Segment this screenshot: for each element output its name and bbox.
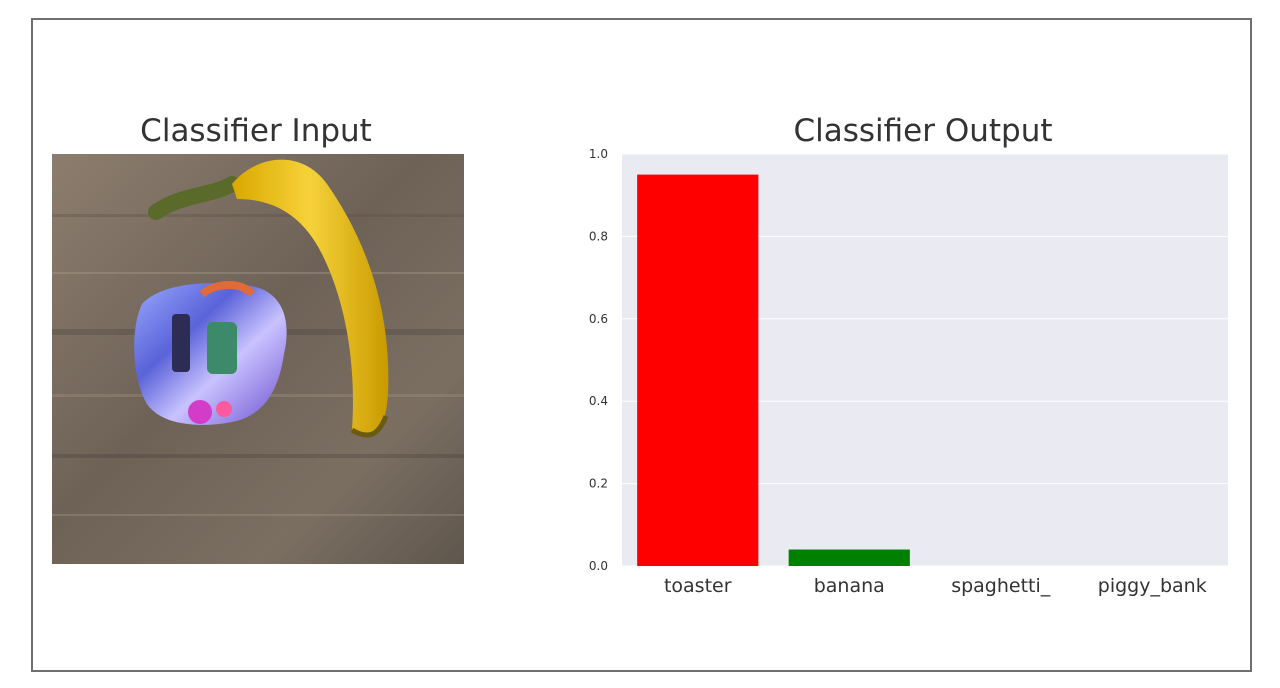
y-tick-label: 0.4 xyxy=(589,394,608,408)
x-tick-label: spaghetti_ xyxy=(951,575,1051,597)
x-tick-label: banana xyxy=(814,575,885,597)
bars xyxy=(637,174,910,566)
y-tick-label: 0.8 xyxy=(589,229,608,243)
classifier-input-image xyxy=(52,154,464,564)
y-tick-label: 0.0 xyxy=(589,559,608,573)
bar-toaster xyxy=(637,174,759,566)
x-tick-label: toaster xyxy=(664,575,732,597)
y-tick-label: 0.6 xyxy=(589,312,608,326)
x-tick-labels: toaster banana spaghetti_ piggy_bank xyxy=(664,575,1207,597)
classifier-output-chart: 0.0 0.2 0.4 0.6 0.8 1.0 toaster banana spaghett… xyxy=(589,147,1228,597)
x-tick-label: piggy_bank xyxy=(1098,575,1207,597)
classifier-output-title: Classifier Output xyxy=(793,113,1053,149)
classifier-input-title: Classifier Input xyxy=(140,113,372,149)
y-tick-label: 1.0 xyxy=(589,147,608,161)
y-tick-labels: 0.0 0.2 0.4 0.6 0.8 1.0 xyxy=(589,147,608,573)
bar-banana xyxy=(788,549,910,566)
y-tick-label: 0.2 xyxy=(589,477,608,491)
